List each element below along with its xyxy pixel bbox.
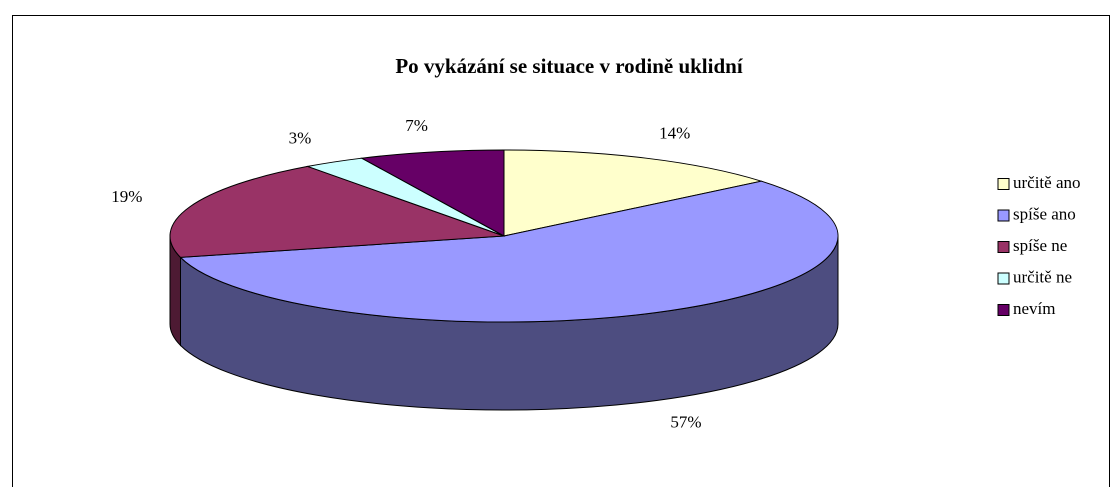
data-label: 57% bbox=[670, 413, 701, 432]
legend-swatch bbox=[997, 209, 1010, 222]
legend-label: spíše ne bbox=[1013, 236, 1067, 255]
legend-swatch bbox=[997, 304, 1010, 316]
data-label: 19% bbox=[111, 187, 142, 206]
slice bbox=[360, 149, 505, 237]
data-label: 14% bbox=[659, 124, 690, 143]
slice bbox=[503, 149, 764, 237]
legend-swatch bbox=[997, 272, 1010, 285]
data-label: 7% bbox=[405, 116, 428, 135]
legend-swatch bbox=[997, 178, 1010, 190]
legend-label: spíše ano bbox=[1013, 204, 1076, 223]
legend-label: nevím bbox=[1013, 299, 1056, 318]
legend-label: určitě ne bbox=[1013, 267, 1072, 286]
data-label: 3% bbox=[289, 129, 312, 148]
legend-label: určitě ano bbox=[1013, 173, 1081, 192]
slice bbox=[169, 165, 505, 258]
slice bbox=[179, 180, 839, 323]
legend-swatch bbox=[997, 241, 1010, 253]
chart-title: Po vykázání se situace v rodině uklidní bbox=[395, 54, 743, 78]
